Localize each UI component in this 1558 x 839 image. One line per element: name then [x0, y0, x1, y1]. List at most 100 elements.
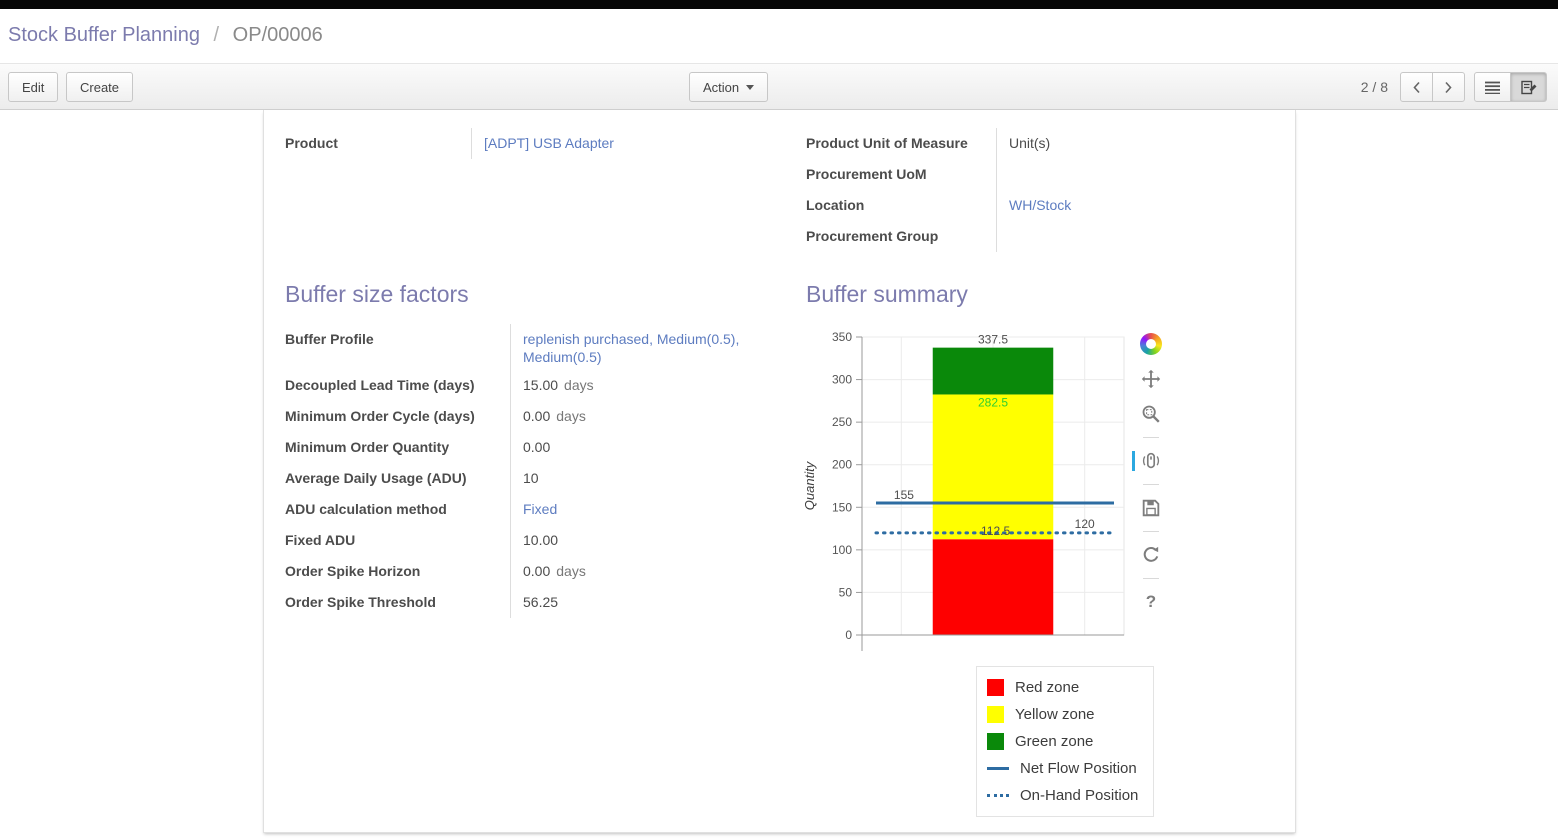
create-button[interactable]: Create — [66, 72, 134, 102]
reset-tool-button[interactable] — [1139, 543, 1163, 567]
list-view-icon — [1485, 81, 1500, 94]
field-value-location[interactable]: WH/Stock — [1009, 197, 1072, 213]
breadcrumb: Stock Buffer Planning / OP/00006 — [0, 9, 1558, 63]
field-value-product-uom: Unit(s) — [1009, 135, 1051, 151]
legend-label: Red zone — [1015, 679, 1080, 696]
svg-text:337.5: 337.5 — [978, 333, 1008, 347]
field-value-minimum-order-quantity: 0.00 — [523, 439, 551, 455]
form-view-button[interactable] — [1510, 72, 1547, 102]
legend-label: On-Hand Position — [1020, 787, 1139, 804]
on-hand-position-swatch-icon — [987, 794, 1009, 797]
field-suffix-days: days — [564, 377, 594, 393]
legend-label: Yellow zone — [1015, 706, 1095, 723]
svg-text:120: 120 — [1075, 517, 1095, 531]
toolbar-separator — [1143, 531, 1159, 532]
pager: 2 / 8 — [1360, 79, 1388, 95]
field-suffix-days: days — [556, 563, 586, 579]
wheel-zoom-tool-button[interactable] — [1132, 449, 1163, 473]
net-flow-position-swatch-icon — [987, 767, 1009, 770]
form-view-icon — [1520, 80, 1536, 94]
list-view-button[interactable] — [1474, 72, 1511, 102]
chart-toolbar: ? — [1132, 332, 1164, 625]
field-value-product[interactable]: [ADPT] USB Adapter — [484, 135, 614, 151]
box-zoom-icon — [1142, 405, 1160, 423]
edit-button[interactable]: Edit — [8, 72, 59, 102]
field-label-fixed-adu: Fixed ADU — [285, 525, 511, 556]
field-label-procurement-uom: Procurement UoM — [806, 159, 997, 190]
field-label-order-spike-horizon: Order Spike Horizon — [285, 556, 511, 587]
breadcrumb-separator: / — [213, 24, 220, 46]
pager-next-button[interactable] — [1432, 72, 1465, 102]
help-tool-button[interactable]: ? — [1139, 590, 1163, 614]
field-label-adu-calculation-method: ADU calculation method — [285, 494, 511, 525]
svg-text:150: 150 — [832, 500, 852, 514]
field-suffix-days: days — [556, 408, 586, 424]
wheel-zoom-icon — [1142, 452, 1160, 469]
field-group-buffer-factors: Buffer Profile replenish purchased, Medi… — [285, 324, 777, 618]
legend-item: Net Flow Position — [987, 755, 1143, 782]
legend-item: Red zone — [987, 674, 1143, 701]
yellow-zone-swatch-icon — [987, 706, 1004, 723]
field-value-order-spike-horizon: 0.00 — [523, 563, 551, 579]
action-label: Action — [703, 79, 740, 95]
field-value-decoupled-lead-time: 15.00 — [523, 377, 559, 393]
action-dropdown-button[interactable]: Action — [689, 72, 769, 102]
breadcrumb-stock-buffer-planning[interactable]: Stock Buffer Planning — [8, 24, 200, 46]
top-menu-bar — [0, 0, 1558, 9]
help-icon: ? — [1145, 592, 1157, 611]
chevron-left-icon — [1413, 81, 1420, 93]
save-icon — [1142, 499, 1160, 517]
pan-icon — [1141, 369, 1161, 389]
field-label-product-uom: Product Unit of Measure — [806, 128, 997, 159]
toolbar-separator — [1143, 437, 1159, 438]
field-label-procurement-group: Procurement Group — [806, 221, 997, 252]
field-value-fixed-adu: 10.00 — [523, 532, 559, 548]
field-value-adu-calculation-method[interactable]: Fixed — [523, 501, 558, 517]
svg-text:282.5: 282.5 — [978, 395, 1008, 409]
field-value-average-daily-usage: 10 — [523, 470, 539, 486]
chart-legend: Red zone Yellow zone Green zone Net Flow Po… — [976, 666, 1154, 817]
legend-item: On-Hand Position — [987, 782, 1143, 809]
field-group-right: Product Unit of Measure Unit(s) Procurem… — [806, 128, 1276, 252]
toolbar-separator — [1143, 484, 1159, 485]
breadcrumb-current-record: OP/00006 — [232, 24, 323, 46]
legend-item: Green zone — [987, 728, 1143, 755]
svg-text:0: 0 — [845, 628, 852, 642]
reset-icon — [1143, 546, 1159, 562]
green-zone-swatch-icon — [987, 733, 1004, 750]
field-value-buffer-profile[interactable]: replenish purchased, Medium(0.5), Medium… — [523, 331, 740, 365]
svg-text:100: 100 — [832, 543, 852, 557]
form-sheet: Product [ADPT] USB Adapter Product Unit … — [263, 110, 1296, 833]
control-panel: Edit Create Action 2 / 8 — [0, 63, 1558, 110]
save-tool-button[interactable] — [1139, 496, 1163, 520]
legend-label: Green zone — [1015, 733, 1094, 750]
section-title-buffer-size-factors: Buffer size factors — [285, 281, 469, 307]
field-label-buffer-profile: Buffer Profile — [285, 324, 511, 370]
svg-text:112.5: 112.5 — [981, 524, 1010, 538]
field-label-product: Product — [285, 128, 472, 159]
svg-text:250: 250 — [832, 415, 852, 429]
field-label-order-spike-threshold: Order Spike Threshold — [285, 587, 511, 618]
bokeh-logo-icon — [1140, 333, 1162, 355]
pager-area: 2 / 8 — [1361, 72, 1556, 102]
view-switcher — [1474, 72, 1547, 102]
section-title-buffer-summary: Buffer summary — [806, 281, 968, 307]
svg-text:155: 155 — [894, 488, 914, 502]
toolbar-separator — [1143, 578, 1159, 579]
svg-text:50: 50 — [839, 585, 853, 599]
field-label-location: Location — [806, 190, 997, 221]
pan-tool-button[interactable] — [1139, 367, 1163, 391]
field-value-order-spike-threshold: 56.25 — [523, 594, 559, 610]
bokeh-logo-icon[interactable] — [1139, 332, 1163, 356]
box-zoom-tool-button[interactable] — [1139, 402, 1163, 426]
field-value-minimum-order-cycle: 0.00 — [523, 408, 551, 424]
caret-down-icon — [746, 84, 755, 90]
field-label-minimum-order-cycle: Minimum Order Cycle (days) — [285, 401, 511, 432]
buffer-summary-chart[interactable]: 337.5 282.5 155 112.5 120 0 50 100 150 200 250 300 3… — [800, 328, 1136, 660]
red-zone-swatch-icon — [987, 679, 1004, 696]
field-label-minimum-order-quantity: Minimum Order Quantity — [285, 432, 511, 463]
pager-previous-button[interactable] — [1400, 72, 1433, 102]
pager-nav — [1400, 72, 1465, 102]
svg-text:Quantity: Quantity — [802, 460, 817, 510]
